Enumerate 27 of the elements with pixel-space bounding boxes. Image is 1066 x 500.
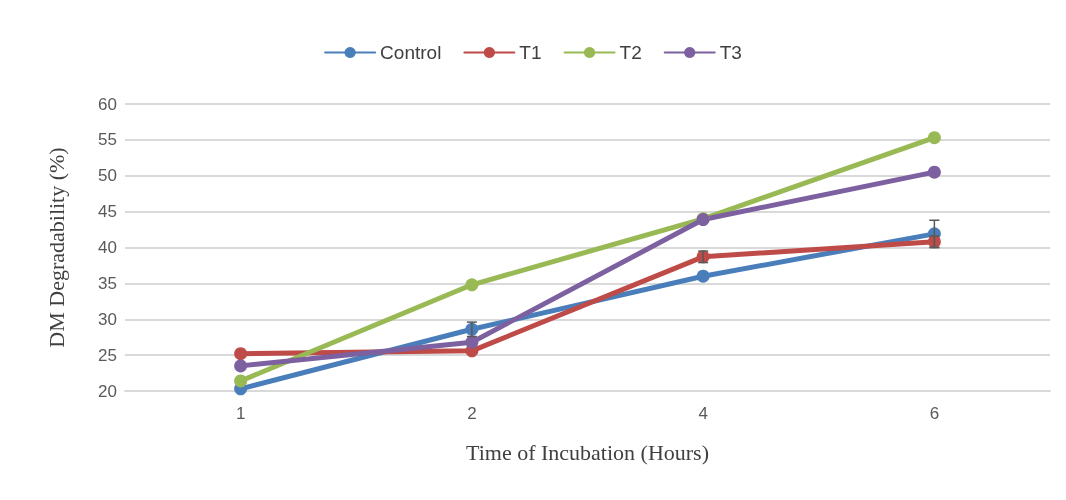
x-tick-label: 2 [467, 404, 477, 423]
point [696, 269, 710, 283]
y-tick-label: 55 [98, 130, 117, 150]
x-tick-label: 4 [698, 404, 708, 423]
legend-label: T2 [619, 42, 642, 63]
point [927, 165, 941, 179]
x-axis-title: Time of Incubation (Hours) [466, 439, 709, 465]
point [234, 359, 248, 373]
legend-label: T3 [719, 42, 742, 63]
point [465, 278, 479, 292]
legend-label: T1 [519, 42, 542, 63]
point [927, 131, 941, 145]
point [234, 347, 248, 361]
x-tick-label: 6 [929, 404, 940, 423]
y-tick-label: 45 [98, 202, 117, 222]
y-tick-label: 30 [98, 309, 117, 329]
y-tick-label: 20 [98, 381, 117, 401]
legend-label: Control [380, 42, 442, 63]
y-tick-label: 35 [98, 273, 117, 293]
point [234, 374, 248, 388]
y-tick-label: 50 [98, 166, 117, 186]
x-tick-label: 1 [235, 404, 246, 423]
y-tick-label: 40 [98, 238, 117, 257]
y-tick-label: 25 [98, 345, 117, 365]
y-axis-title: DM Degradability (%) [43, 147, 69, 348]
point [465, 335, 479, 349]
y-tick-label: 60 [98, 94, 117, 114]
